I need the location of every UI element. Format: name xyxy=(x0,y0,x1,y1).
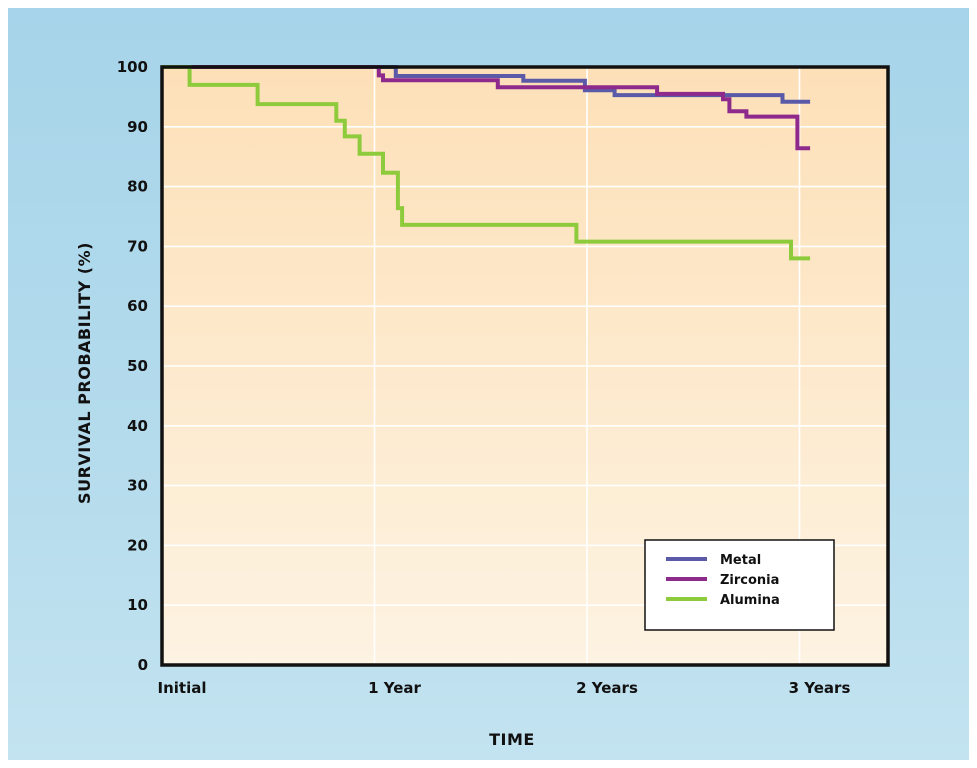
y-tick-label: 0 xyxy=(138,656,148,674)
y-tick-label: 80 xyxy=(127,178,148,196)
y-tick-label: 10 xyxy=(127,596,148,614)
y-axis-title: SURVIVAL PROBABILITY (%) xyxy=(75,242,94,504)
series-line-alumina xyxy=(162,65,811,261)
x-tick-labels: Initial 1 Year 2 Years 3 Years xyxy=(158,679,851,697)
x-tick-label: Initial xyxy=(158,679,207,697)
survival-chart: 0 10 20 30 40 50 60 70 80 90 100 Initial 1 Year 2 Ye… xyxy=(75,58,890,749)
legend-label-alumina: Alumina xyxy=(720,593,780,608)
legend: Metal Zirconia Alumina xyxy=(644,539,835,631)
y-tick-label: 70 xyxy=(127,237,148,255)
x-tick-label: 1 Year xyxy=(368,679,421,697)
x-tick-label: 3 Years xyxy=(789,679,851,697)
y-tick-label: 40 xyxy=(127,417,148,435)
y-tick-labels: 0 10 20 30 40 50 60 70 80 90 100 xyxy=(117,58,148,674)
y-tick-label: 20 xyxy=(127,536,148,554)
x-axis-title: TIME xyxy=(489,730,535,749)
chart-panel: 0 10 20 30 40 50 60 70 80 90 100 Initial 1 Year 2 Ye… xyxy=(8,8,969,760)
plot-border xyxy=(160,65,890,667)
y-tick-label: 100 xyxy=(117,58,148,76)
y-tick-label: 60 xyxy=(127,297,148,315)
series-lines xyxy=(162,65,811,261)
x-tick-label: 2 Years xyxy=(576,679,638,697)
y-tick-label: 30 xyxy=(127,477,148,495)
plot-frame xyxy=(160,65,890,667)
legend-label-metal: Metal xyxy=(720,553,761,568)
legend-label-zirconia: Zirconia xyxy=(720,573,779,588)
y-tick-label: 90 xyxy=(127,118,148,136)
series-line-zirconia xyxy=(162,65,811,151)
legend-box xyxy=(644,539,835,631)
grid-lines xyxy=(162,67,888,665)
y-tick-label: 50 xyxy=(127,357,148,375)
